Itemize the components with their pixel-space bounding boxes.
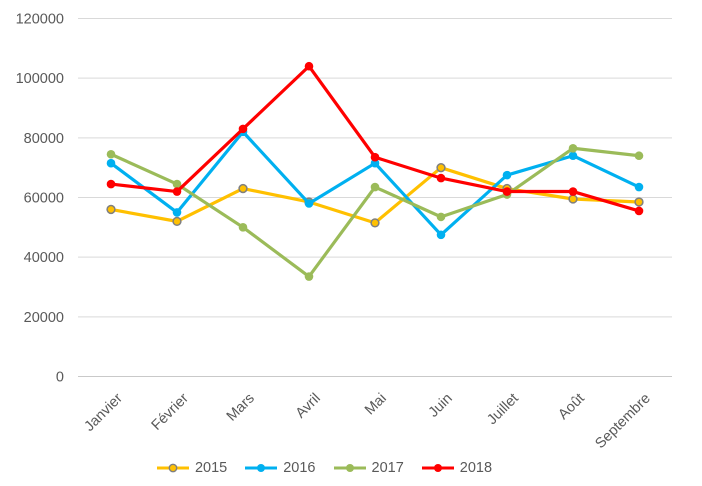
data-point-2018-Janvier — [106, 179, 116, 189]
x-axis-tick-label: Mai — [362, 391, 390, 419]
data-point-2016-Août — [568, 151, 578, 161]
x-axis-tick-label: Avril — [293, 391, 324, 422]
legend-item-2016[interactable]: 2016 — [244, 459, 316, 476]
legend-item-2017[interactable]: 2017 — [333, 461, 404, 476]
x-axis-tick-label: Août — [555, 391, 587, 423]
data-point-2018-Avril — [304, 61, 314, 71]
data-point-2016-Février — [172, 208, 182, 217]
data-point-2016-Avril — [304, 199, 314, 208]
y-axis-tick-label: 120000 — [16, 12, 64, 28]
y-axis-tick-label: 80000 — [24, 131, 64, 147]
data-point-2017-Mai — [370, 182, 380, 192]
y-axis-tick-label: 60000 — [24, 191, 64, 207]
legend-label-2015: 2015 — [194, 459, 228, 476]
data-point-2015-Juin — [436, 163, 446, 173]
chart-legend: 2015 2016 2017 2018 — [0, 456, 648, 480]
data-point-2015-Mai — [370, 218, 380, 228]
legend-marker-2016 — [245, 464, 278, 472]
data-point-2015-Janvier — [106, 204, 116, 215]
x-axis-tick-label: Janvier — [81, 390, 125, 434]
legend-label-2016: 2016 — [283, 459, 316, 476]
x-axis-tick-label: Septembre — [592, 391, 653, 452]
legend-marker-2018 — [421, 464, 454, 472]
data-point-2018-Juillet — [502, 187, 512, 196]
data-point-2018-Mai — [370, 152, 380, 162]
data-point-2018-Juin — [436, 173, 446, 183]
data-point-2017-Septembre — [634, 151, 644, 161]
y-axis-tick-label: 40000 — [24, 250, 64, 266]
x-axis-tick-label: Juillet — [484, 391, 522, 429]
line-chart-plot: 0 20000 40000 60000 80000 100000 120000 Janvier… — [16, 12, 672, 452]
data-point-2015-Février — [172, 216, 182, 227]
data-point-2015-Mars — [238, 183, 248, 194]
legend-marker-2015 — [156, 463, 189, 473]
data-point-2017-Mars — [238, 223, 248, 232]
x-axis-tick-label: Février — [149, 390, 192, 433]
y-axis-tick-label: 0 — [56, 370, 64, 386]
legend-label-2018: 2018 — [459, 459, 493, 476]
data-point-2018-Mars — [238, 124, 248, 134]
data-point-2016-Janvier — [106, 158, 116, 168]
data-point-2015-Août — [568, 194, 578, 204]
x-axis-tick-label: Mars — [224, 391, 258, 425]
x-axis-tick-label: Juin — [426, 391, 456, 421]
y-axis-tick-label: 100000 — [16, 71, 64, 87]
data-point-2017-Août — [568, 143, 578, 153]
data-point-2018-Septembre — [634, 206, 644, 216]
legend-label-2017: 2017 — [371, 459, 404, 476]
data-point-2017-Janvier — [106, 149, 116, 159]
legend-item-2015[interactable]: 2015 — [156, 461, 227, 476]
data-point-2016-Juin — [436, 230, 446, 240]
data-point-2015-Septembre — [634, 197, 644, 207]
data-point-2016-Septembre — [634, 182, 644, 192]
legend-marker-2017 — [333, 464, 366, 472]
data-point-2017-Avril — [304, 272, 314, 281]
data-point-2018-Août — [568, 187, 578, 196]
data-point-2017-Juin — [436, 212, 446, 222]
data-point-2016-Mai — [370, 158, 380, 168]
legend-item-2018[interactable]: 2018 — [421, 461, 492, 476]
data-point-2018-Février — [172, 187, 182, 196]
y-axis-tick-label: 20000 — [24, 310, 64, 326]
data-point-2016-Juillet — [502, 170, 512, 180]
data-point-2017-Février — [172, 179, 182, 189]
